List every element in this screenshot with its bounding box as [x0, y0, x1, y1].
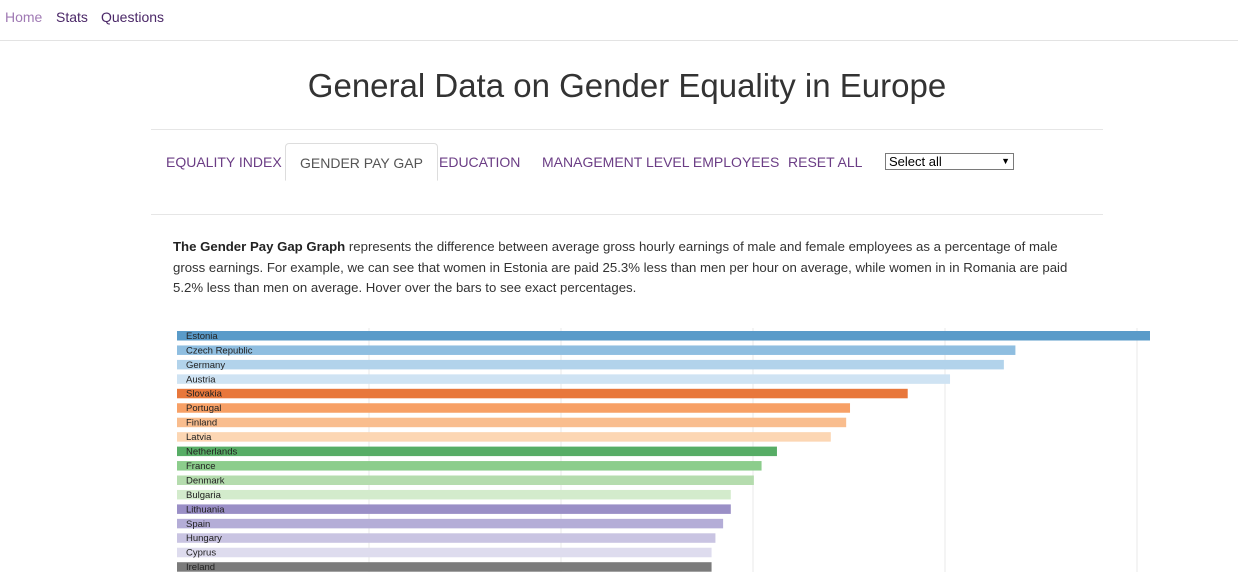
top-navigation: Home Stats Questions	[0, 0, 1238, 41]
bar-lithuania[interactable]	[177, 504, 731, 514]
bar-austria[interactable]	[177, 374, 951, 384]
bar-denmark[interactable]	[177, 475, 754, 486]
bar-slovakia[interactable]	[177, 388, 908, 399]
bar-label: Austria	[186, 374, 216, 385]
tab-equality-index[interactable]: EQUALITY INDEX	[166, 154, 282, 170]
bar-label: Netherlands	[186, 447, 237, 458]
description-text: represents the difference between averag…	[173, 239, 1068, 295]
bar-estonia[interactable]	[177, 331, 1150, 341]
bar-label: Hungary	[186, 533, 222, 544]
nav-questions-link[interactable]: Questions	[101, 9, 165, 25]
bar-latvia[interactable]	[177, 432, 831, 442]
bar-spain[interactable]	[177, 518, 724, 529]
chart-description: The Gender Pay Gap Graph represents the …	[173, 237, 1083, 299]
divider-bottom	[151, 214, 1103, 215]
bar-label: Czech Republic	[186, 345, 253, 356]
tab-education[interactable]: EDUCATION	[439, 154, 521, 170]
divider-top	[151, 129, 1103, 130]
nav-home-link[interactable]: Home	[5, 9, 43, 25]
country-select-value: Select all	[889, 154, 942, 169]
bar-netherlands[interactable]	[177, 446, 777, 457]
nav-stats-link[interactable]: Stats	[56, 9, 88, 25]
bar-ireland[interactable]	[177, 562, 712, 572]
bar-label: Slovakia	[186, 389, 223, 400]
bar-label: Ireland	[186, 562, 215, 572]
bar-label: Finland	[186, 418, 217, 429]
bar-portugal[interactable]	[177, 403, 851, 413]
bar-label: Denmark	[186, 475, 225, 486]
bar-hungary[interactable]	[177, 533, 716, 543]
bar-label: Portugal	[186, 403, 221, 414]
bar-label: Cyprus	[186, 548, 216, 559]
bar-czech-republic[interactable]	[177, 345, 1016, 355]
chart-bars: Estonia Czech Republic Germany Austria Slova…	[177, 331, 1150, 572]
bar-finland[interactable]	[177, 417, 847, 428]
bar-label: Latvia	[186, 432, 212, 443]
tab-gender-pay-gap[interactable]: GENDER PAY GAP	[285, 143, 438, 181]
bar-label: Estonia	[186, 331, 218, 342]
chevron-down-icon: ▼	[1001, 156, 1010, 166]
bar-cyprus[interactable]	[177, 547, 712, 558]
country-select[interactable]: Select all ▼	[885, 153, 1014, 170]
bar-label: France	[186, 461, 216, 472]
bar-label: Germany	[186, 360, 225, 371]
description-bold: The Gender Pay Gap Graph	[173, 239, 346, 254]
bar-germany[interactable]	[177, 359, 1004, 370]
bar-bulgaria[interactable]	[177, 489, 731, 500]
bar-label: Spain	[186, 519, 210, 530]
bar-label: Bulgaria	[186, 490, 222, 501]
tab-management-level-employees[interactable]: MANAGEMENT LEVEL EMPLOYEES	[542, 154, 780, 170]
tab-reset-all[interactable]: RESET ALL	[788, 154, 863, 170]
page-title: General Data on Gender Equality in Europ…	[307, 67, 947, 104]
bar-france[interactable]	[177, 461, 762, 471]
bar-label: Lithuania	[186, 504, 225, 515]
